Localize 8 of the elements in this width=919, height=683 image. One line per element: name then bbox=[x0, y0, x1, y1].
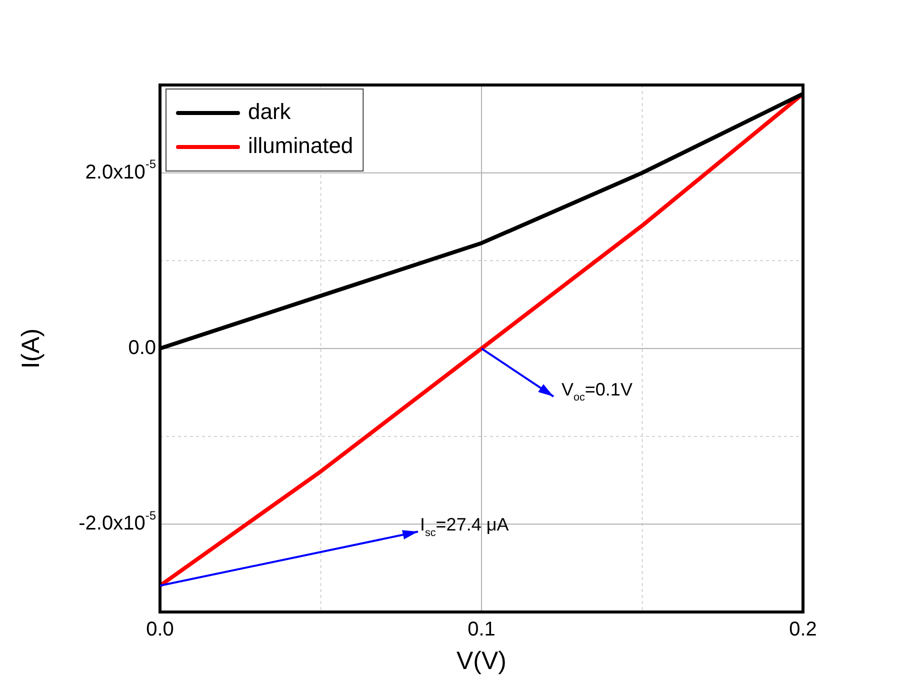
legend-label: dark bbox=[248, 99, 292, 124]
x-tick-label: 0.0 bbox=[146, 618, 174, 641]
x-tick-label: 0.2 bbox=[789, 618, 817, 641]
y-tick-label: 0.0 bbox=[128, 337, 156, 360]
legend-label: illuminated bbox=[248, 133, 354, 158]
x-axis-title: V(V) bbox=[456, 646, 506, 675]
y-axis-title: I(A) bbox=[16, 328, 45, 369]
x-tick-label: 0.1 bbox=[468, 618, 496, 641]
